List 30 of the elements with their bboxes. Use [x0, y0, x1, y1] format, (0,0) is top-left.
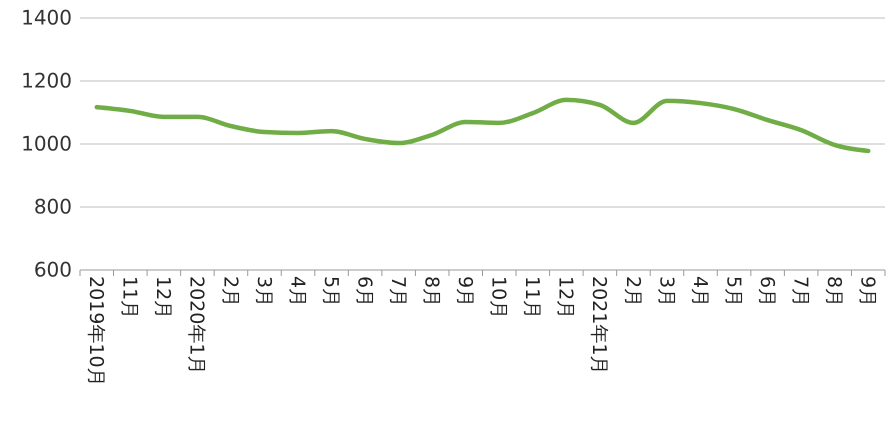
x-tick-label: 4月 [688, 276, 711, 308]
x-tick-label: 8月 [420, 276, 443, 308]
x-tick-label: 11月 [118, 276, 141, 320]
y-tick-label: 600 [34, 257, 72, 282]
y-tick-label: 1000 [21, 131, 72, 156]
x-tick-label: 12月 [554, 276, 577, 320]
x-tick-label: 3月 [252, 276, 275, 308]
x-tick-label: 3月 [655, 276, 678, 308]
x-tick-label: 10月 [488, 276, 510, 320]
line-series [94, 98, 870, 154]
x-tick-label: 7月 [386, 276, 409, 308]
x-tick-label: 2月 [219, 276, 242, 308]
x-tick-label: 2021年1月 [588, 276, 610, 374]
x-tick-label: 5月 [320, 276, 342, 308]
x-tick-label: 9月 [856, 276, 879, 308]
y-tick-label: 1200 [21, 68, 72, 92]
x-tick-label: 11月 [521, 276, 544, 320]
y-tick-label: 1400 [21, 5, 72, 30]
x-tick-label: 8月 [823, 276, 846, 308]
x-tick-label: 2019年10月 [85, 276, 108, 387]
x-tick-label: 12月 [152, 276, 174, 320]
x-tick-label: 2020年1月 [186, 276, 208, 374]
x-tick-label: 2月 [622, 276, 644, 308]
x-tick-label: 4月 [286, 276, 308, 308]
x-tick-label: 7月 [789, 276, 812, 308]
x-tick-label: 5月 [722, 276, 744, 308]
x-tick-label: 6月 [353, 276, 376, 308]
x-tick-label: 9月 [454, 276, 476, 308]
x-tick-label: 6月 [756, 276, 778, 308]
y-tick-label: 800 [34, 194, 72, 218]
